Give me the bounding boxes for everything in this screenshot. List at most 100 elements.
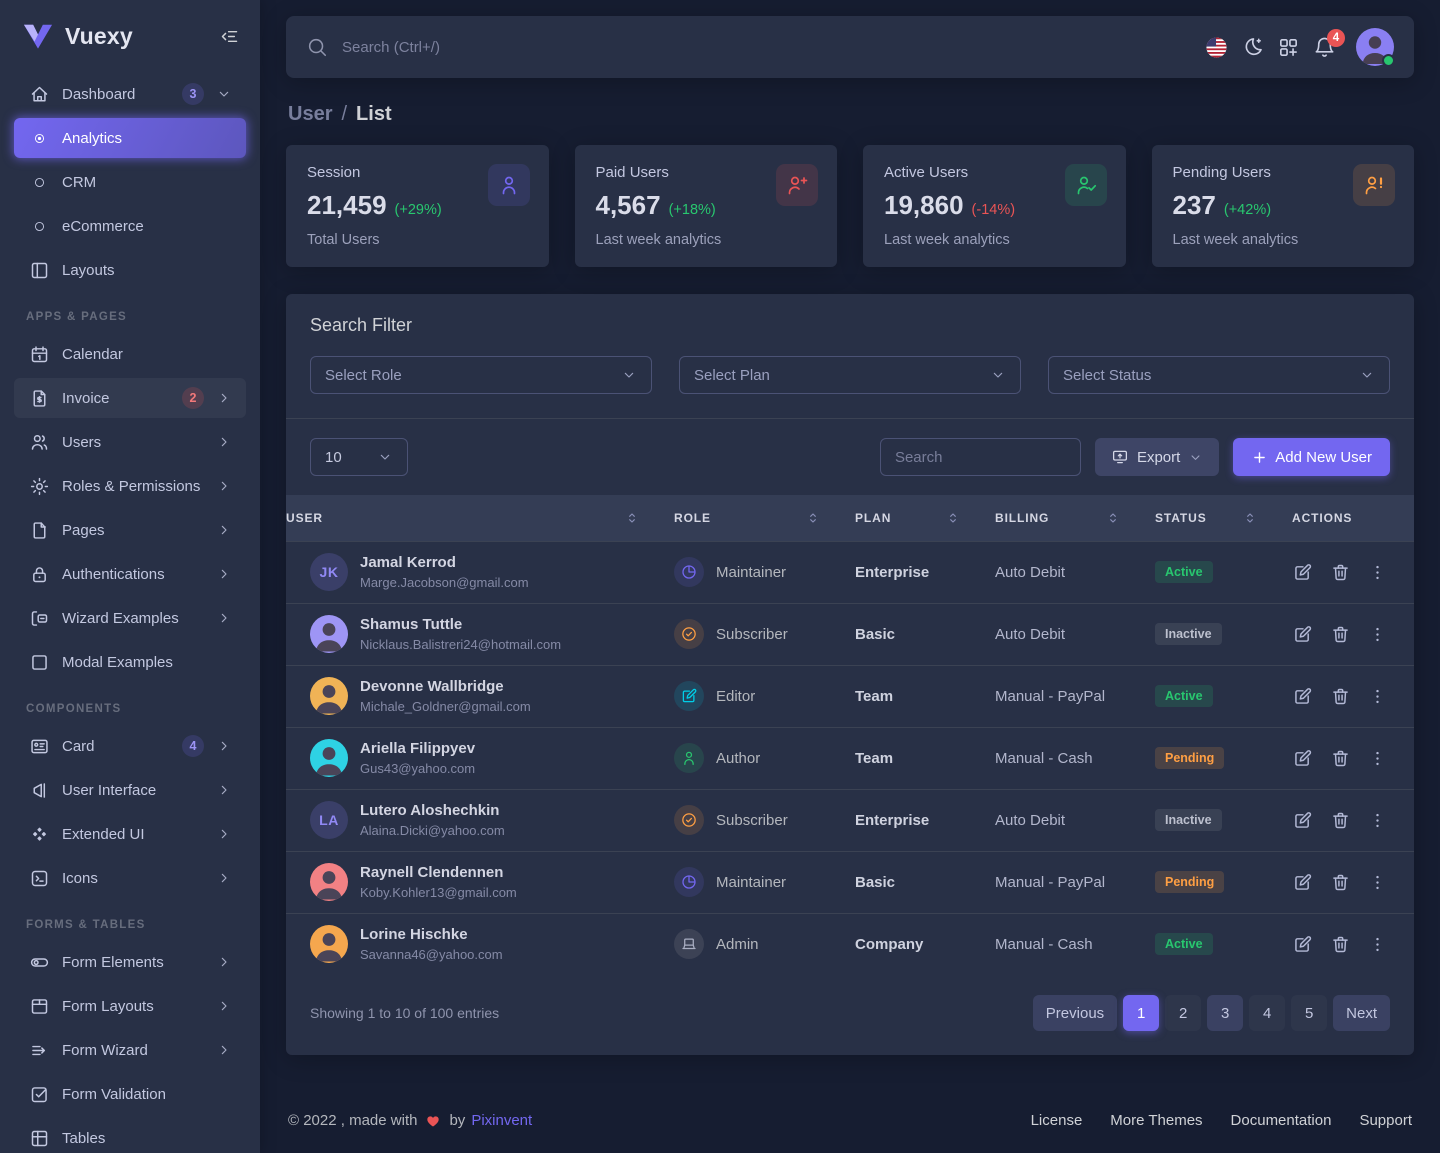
selector-icon[interactable] xyxy=(624,510,640,526)
user-name[interactable]: Shamus Tuttle xyxy=(360,616,463,634)
sidebar-item[interactable]: Invoice 2 xyxy=(14,378,246,418)
sidebar-item[interactable]: Dashboard 3 xyxy=(14,74,246,114)
grid-plus-icon[interactable] xyxy=(1275,34,1302,61)
page-button[interactable]: 2 xyxy=(1165,995,1201,1031)
sidebar-item[interactable]: Modal Examples xyxy=(14,642,246,682)
sidebar-item[interactable]: Icons xyxy=(14,858,246,898)
search-icon[interactable] xyxy=(306,36,328,58)
dots-vertical-icon[interactable] xyxy=(1368,563,1387,582)
sidebar-item[interactable]: User Interface xyxy=(14,770,246,810)
filter-select[interactable]: Select Status xyxy=(1048,356,1390,394)
sidebar-item[interactable]: Analytics xyxy=(14,118,246,158)
notifications-button[interactable]: 4 xyxy=(1311,28,1345,61)
user-email: Koby.Kohler13@gmail.com xyxy=(360,884,517,900)
user-name[interactable]: Lorine Hischke xyxy=(360,926,468,944)
export-button[interactable]: Export xyxy=(1094,438,1220,476)
sidebar-item[interactable]: Form Layouts xyxy=(14,986,246,1026)
sidebar-item[interactable]: eCommerce xyxy=(14,206,246,246)
selector-icon[interactable] xyxy=(945,510,961,526)
column-header[interactable]: ROLE xyxy=(674,495,855,542)
footer-link[interactable]: More Themes xyxy=(1110,1112,1203,1129)
page-button[interactable]: 5 xyxy=(1291,995,1327,1031)
page-button[interactable]: Previous xyxy=(1032,995,1118,1031)
user-name[interactable]: Jamal Kerrod xyxy=(360,554,456,572)
selector-icon[interactable] xyxy=(1242,510,1258,526)
page-button[interactable]: 1 xyxy=(1123,995,1160,1031)
column-header[interactable]: PLAN xyxy=(855,495,995,542)
sidebar-item[interactable]: Wizard Examples xyxy=(14,598,246,638)
user-avatar[interactable] xyxy=(1356,28,1395,67)
selector-icon[interactable] xyxy=(805,510,821,526)
sidebar-item[interactable]: Card 4 xyxy=(14,726,246,766)
column-header[interactable]: ACTIONS xyxy=(1292,495,1414,542)
page-button[interactable]: 4 xyxy=(1249,995,1285,1031)
dots-vertical-icon[interactable] xyxy=(1368,625,1387,644)
sidebar-item[interactable]: Roles & Permissions xyxy=(14,466,246,506)
filter-select[interactable]: Select Plan xyxy=(679,356,1021,394)
trash-icon[interactable] xyxy=(1330,748,1351,769)
edit-icon[interactable] xyxy=(1292,686,1313,707)
filter-select[interactable]: Select Role xyxy=(310,356,652,394)
stat-title: Pending Users xyxy=(1172,164,1271,181)
footer-link[interactable]: License xyxy=(1030,1112,1083,1129)
sidebar-item[interactable]: Form Elements xyxy=(14,942,246,982)
page-button[interactable]: 3 xyxy=(1207,995,1244,1031)
collapse-icon[interactable] xyxy=(219,26,240,47)
pie-chart-icon xyxy=(674,867,704,897)
breadcrumb: User / List xyxy=(288,103,1412,126)
trash-icon[interactable] xyxy=(1330,624,1351,645)
sidebar-item[interactable]: Extended UI xyxy=(14,814,246,854)
sidebar-item[interactable]: Calendar xyxy=(14,334,246,374)
footer-link[interactable]: Documentation xyxy=(1230,1112,1332,1129)
page-button[interactable]: Next xyxy=(1333,995,1390,1031)
edit-icon[interactable] xyxy=(1292,748,1313,769)
trash-icon[interactable] xyxy=(1330,686,1351,707)
edit-icon[interactable] xyxy=(1292,810,1313,831)
sidebar-item[interactable]: Authentications xyxy=(14,554,246,594)
users-icon xyxy=(28,431,50,453)
us-flag-icon[interactable] xyxy=(1203,34,1230,61)
table-search-input[interactable] xyxy=(879,438,1081,476)
status-badge: Pending xyxy=(1155,871,1225,893)
footer-link[interactable]: Support xyxy=(1359,1112,1412,1129)
trash-icon[interactable] xyxy=(1330,872,1351,893)
dots-vertical-icon[interactable] xyxy=(1368,873,1387,892)
notification-count-badge: 4 xyxy=(1327,28,1345,47)
sidebar-item[interactable]: Tables xyxy=(14,1118,246,1153)
stat-delta: (-14%) xyxy=(971,202,1016,218)
dots-vertical-icon[interactable] xyxy=(1368,811,1387,830)
column-header[interactable]: BILLING xyxy=(995,495,1155,542)
trash-icon[interactable] xyxy=(1330,562,1351,583)
user-billing: Auto Debit xyxy=(995,811,1066,829)
user-name[interactable]: Devonne Wallbridge xyxy=(360,678,504,696)
trash-icon[interactable] xyxy=(1330,934,1351,955)
breadcrumb-section[interactable]: User xyxy=(288,103,333,125)
edit-icon[interactable] xyxy=(1292,934,1313,955)
moon-icon[interactable] xyxy=(1239,34,1266,61)
dots-vertical-icon[interactable] xyxy=(1368,687,1387,706)
user-name[interactable]: Ariella Filippyev xyxy=(360,740,476,758)
stat-delta: (+29%) xyxy=(394,202,442,218)
edit-icon[interactable] xyxy=(1292,624,1313,645)
edit-icon[interactable] xyxy=(1292,872,1313,893)
sidebar-item[interactable]: CRM xyxy=(14,162,246,202)
sidebar-item[interactable]: Pages xyxy=(14,510,246,550)
dots-vertical-icon[interactable] xyxy=(1368,749,1387,768)
column-header[interactable]: USER xyxy=(286,495,674,542)
add-new-user-button[interactable]: Add New User xyxy=(1233,438,1390,476)
pixinvent-link[interactable]: Pixinvent xyxy=(471,1112,533,1129)
global-search-input[interactable] xyxy=(342,38,1189,56)
sidebar-item[interactable]: Users xyxy=(14,422,246,462)
page-size-select[interactable]: 10 xyxy=(310,438,408,476)
dots-vertical-icon[interactable] xyxy=(1368,935,1387,954)
sidebar-item[interactable]: Layouts xyxy=(14,250,246,290)
edit-icon[interactable] xyxy=(1292,562,1313,583)
chevron-right-icon xyxy=(216,1042,232,1058)
user-name[interactable]: Raynell Clendennen xyxy=(360,864,504,882)
user-name[interactable]: Lutero Aloshechkin xyxy=(360,802,500,820)
sidebar-item[interactable]: Form Wizard xyxy=(14,1030,246,1070)
sidebar-item[interactable]: Form Validation xyxy=(14,1074,246,1114)
trash-icon[interactable] xyxy=(1330,810,1351,831)
column-header[interactable]: STATUS xyxy=(1155,495,1292,542)
selector-icon[interactable] xyxy=(1105,510,1121,526)
